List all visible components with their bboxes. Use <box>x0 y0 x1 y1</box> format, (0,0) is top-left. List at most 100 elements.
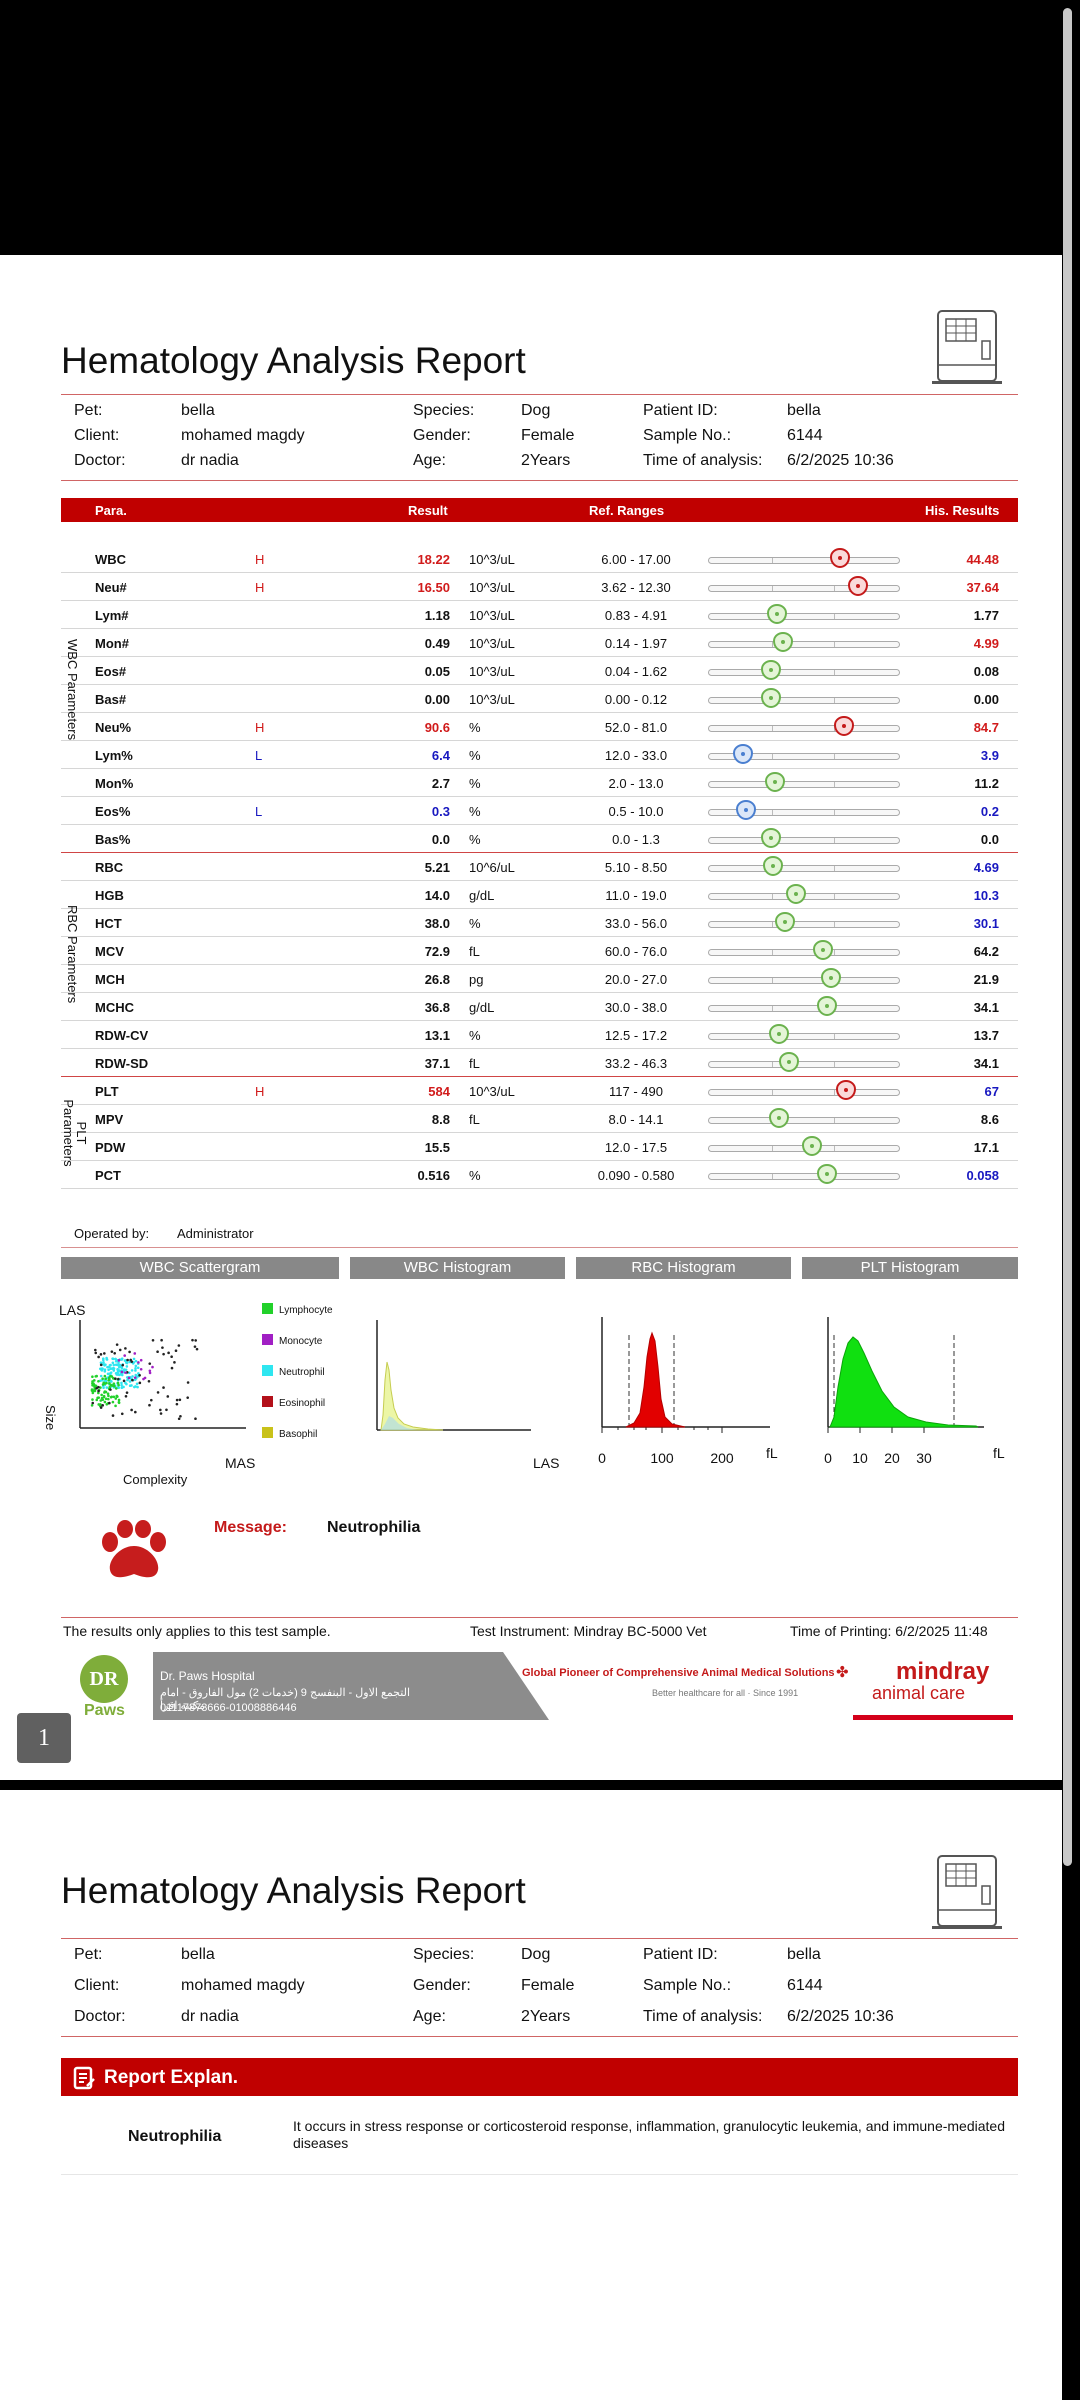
scatter-dot <box>115 1343 119 1346</box>
range-marker <box>761 688 782 708</box>
mindray-brand: mindray <box>896 1658 990 1685</box>
scatter-dot <box>107 1378 111 1381</box>
param-history: 21.9 <box>973 972 999 987</box>
scatter-dot <box>108 1372 112 1375</box>
explan-rule <box>61 2174 1018 2175</box>
scatter-dot <box>134 1385 137 1388</box>
operated-by-value: Administrator <box>177 1226 254 1241</box>
patient-info: Pet: bella Species: Dog Patient ID: bella Clie… <box>61 398 1018 473</box>
scatter-dot <box>99 1363 103 1367</box>
param-row: MCH 26.8 pg 20.0 - 27.0 21.9 <box>61 965 1018 993</box>
scatter-dot <box>101 1404 104 1407</box>
info-value: mohamed magdy <box>181 1977 305 1994</box>
header-rule <box>61 394 1018 395</box>
scatter-dot <box>124 1381 127 1385</box>
scatter-dot <box>94 1348 97 1352</box>
range-track <box>708 1117 900 1124</box>
info-label: Gender: <box>413 427 471 444</box>
scatter-dot <box>102 1386 105 1390</box>
scatter-dot <box>126 1358 129 1362</box>
info-label: Sample No.: <box>643 427 732 444</box>
param-row: Mon# 0.49 10^3/uL 0.14 - 1.97 4.99 <box>61 629 1018 657</box>
scatter-dot <box>117 1401 121 1405</box>
param-ref-range: 8.0 - 14.1 <box>608 1112 664 1127</box>
scatter-dot <box>131 1375 134 1378</box>
param-name: Bas# <box>95 692 127 707</box>
tab-plt-histogram[interactable]: PLT Histogram <box>802 1257 1018 1279</box>
param-ref-range: 3.62 - 12.30 <box>601 580 671 595</box>
param-name: Mon# <box>95 636 129 651</box>
scatter-dot <box>137 1361 140 1364</box>
scatter-dot <box>117 1361 120 1364</box>
range-marker <box>830 548 851 568</box>
range-marker <box>813 940 834 960</box>
tab-rbc-histogram[interactable]: RBC Histogram <box>576 1257 791 1279</box>
param-name: MCH <box>95 972 125 987</box>
scatter-dot <box>118 1365 121 1369</box>
info-label: Time of analysis: <box>643 452 763 469</box>
scatter-dot <box>195 1347 199 1351</box>
scatter-dot <box>138 1381 142 1385</box>
param-row: MCHC 36.8 g/dL 30.0 - 38.0 34.1 <box>61 993 1018 1021</box>
hist-tick-label: 100 <box>650 1450 674 1466</box>
scatter-dot <box>166 1395 170 1398</box>
param-name: Neu% <box>95 720 132 735</box>
param-result: 6.4 <box>431 748 450 763</box>
param-ref-range: 12.0 - 17.5 <box>604 1140 668 1155</box>
param-flag: L <box>255 748 263 763</box>
param-result: 36.8 <box>424 1000 450 1015</box>
scatter-dot <box>123 1354 127 1357</box>
scatter-dot <box>112 1363 116 1367</box>
range-marker <box>765 772 786 792</box>
param-row: WBC H 18.22 10^3/uL 6.00 - 17.00 44.48 <box>61 545 1018 573</box>
document-icon <box>73 2066 95 2090</box>
scatter-dot <box>112 1395 116 1399</box>
scrollbar[interactable] <box>1063 8 1072 1866</box>
scatter-dot <box>112 1369 116 1372</box>
param-result: 13.1 <box>424 1028 450 1043</box>
tab-wbc-histogram[interactable]: WBC Histogram <box>350 1257 565 1279</box>
param-history: 4.69 <box>973 860 999 875</box>
scatter-dot <box>161 1346 164 1349</box>
range-track <box>708 725 900 732</box>
param-name: RDW-CV <box>95 1028 149 1043</box>
param-ref-range: 0.00 - 0.12 <box>604 692 668 707</box>
scatter-dot <box>130 1408 133 1412</box>
range-marker <box>778 1052 799 1072</box>
tab-wbc-scattergram[interactable]: WBC Scattergram <box>61 1257 339 1279</box>
param-history: 0.08 <box>973 664 999 679</box>
param-history: 0.0 <box>980 832 999 847</box>
scatter-dot <box>102 1360 105 1364</box>
param-result: 14.0 <box>424 888 450 903</box>
scatter-dot <box>170 1366 174 1370</box>
dr-paws-logo-text: Paws <box>84 1702 125 1719</box>
scatter-dot <box>111 1361 115 1365</box>
scatter-dot <box>99 1406 103 1409</box>
range-track <box>708 1089 900 1096</box>
scatter-dot <box>116 1373 120 1376</box>
param-history: 67 <box>984 1084 999 1099</box>
range-track <box>708 1033 900 1040</box>
range-track <box>708 949 900 956</box>
message-label: Message: <box>214 1519 287 1536</box>
param-name: HCT <box>95 916 122 931</box>
hist-tick-label: 20 <box>884 1450 900 1466</box>
page-number-badge[interactable]: 1 <box>17 1713 71 1763</box>
scatter-dot <box>92 1382 95 1386</box>
scatter-dot <box>105 1402 109 1406</box>
scatter-dot <box>97 1396 101 1399</box>
param-row: Neu% H 90.6% 52.0 - 81.0 84.7 <box>61 713 1018 741</box>
scatter-dot <box>123 1359 127 1362</box>
scatter-dot <box>107 1368 110 1372</box>
info-rule <box>61 480 1018 481</box>
param-result: 26.8 <box>424 972 450 987</box>
scatter-dot <box>134 1369 137 1372</box>
scatter-dot <box>148 1371 152 1375</box>
scatter-dot <box>120 1383 123 1387</box>
scatter-dot <box>110 1375 114 1378</box>
scatter-dot <box>133 1352 137 1355</box>
param-ref-range: 33.0 - 56.0 <box>604 916 668 931</box>
analyzer-device-icon-2 <box>932 1855 1002 1929</box>
param-history: 84.7 <box>973 720 999 735</box>
param-name: Eos# <box>95 664 127 679</box>
